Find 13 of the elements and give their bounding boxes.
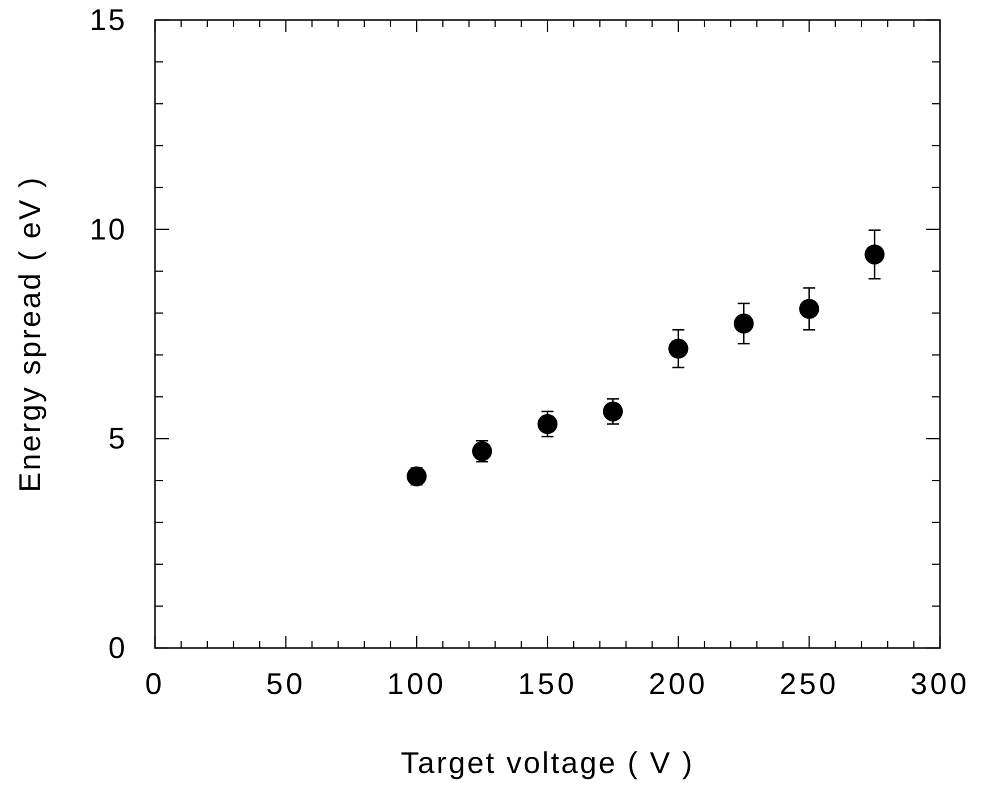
x-tick-label: 250 (780, 668, 839, 701)
y-tick-label: 15 (90, 4, 127, 37)
x-tick-label: 0 (145, 668, 165, 701)
x-tick-label: 150 (518, 668, 578, 701)
x-tick-label: 100 (387, 668, 446, 701)
y-tick-label: 10 (90, 213, 127, 246)
x-tick-label: 50 (266, 668, 306, 701)
y-tick-label: 0 (108, 632, 127, 665)
x-tick-label: 300 (910, 668, 970, 701)
y-tick-label: 5 (108, 422, 127, 456)
x-axis-title: Target voltage ( V ) (400, 747, 694, 780)
x-tick-label: 200 (648, 668, 708, 701)
y-axis-title: Energy spread ( eV ) (14, 176, 47, 492)
